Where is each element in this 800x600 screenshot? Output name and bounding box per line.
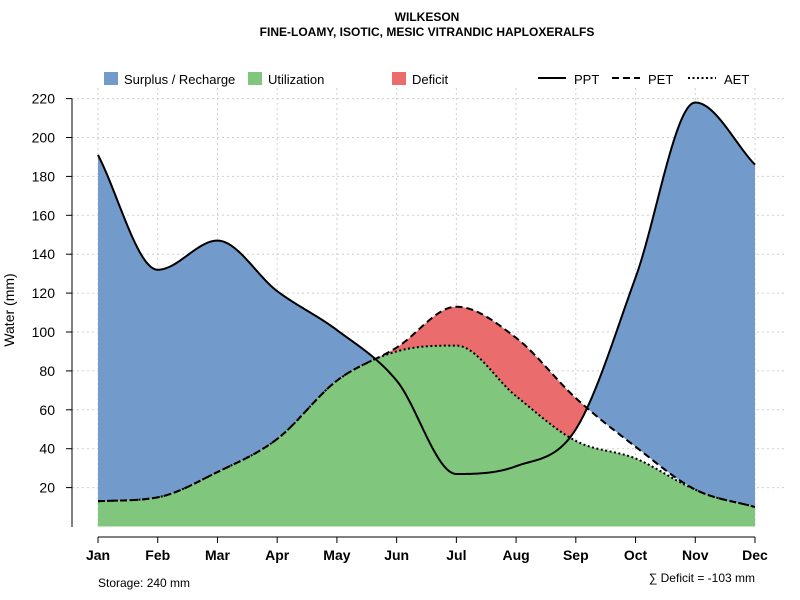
x-tick-label-sep: Sep bbox=[563, 547, 589, 563]
y-tick-label: 160 bbox=[32, 207, 56, 223]
x-tick-label-jul: Jul bbox=[446, 547, 466, 563]
legend-label-surplus-recharge: Surplus / Recharge bbox=[124, 72, 235, 87]
legend: Surplus / Recharge Utilization Deficit PPT P… bbox=[104, 72, 749, 87]
y-tick-label: 220 bbox=[32, 91, 56, 107]
x-tick-label-mar: Mar bbox=[205, 547, 230, 563]
x-tick-label-dec: Dec bbox=[742, 547, 768, 563]
y-tick-label: 80 bbox=[39, 363, 55, 379]
legend-label-utilization: Utilization bbox=[268, 72, 324, 87]
plot-area bbox=[72, 88, 785, 527]
chart-subtitle: FINE-LOAMY, ISOTIC, MESIC VITRANDIC HAPL… bbox=[260, 25, 595, 39]
legend-label-ppt: PPT bbox=[574, 72, 599, 87]
y-tick-label: 40 bbox=[39, 441, 55, 457]
storage-label: Storage: 240 mm bbox=[98, 576, 190, 590]
legend-swatch-surplus-recharge bbox=[104, 72, 118, 85]
y-tick-label: 200 bbox=[32, 130, 56, 146]
axes: 20 40 60 80 100 120 140 160 180 200 220 Jan Feb Mar Ap… bbox=[32, 91, 768, 563]
legend-label-pet: PET bbox=[648, 72, 673, 87]
y-tick-label: 100 bbox=[32, 324, 56, 340]
y-axis-label: Water (mm) bbox=[1, 273, 17, 346]
legend-label-aet: AET bbox=[724, 72, 749, 87]
y-tick-label: 20 bbox=[39, 480, 55, 496]
x-tick-label-may: May bbox=[323, 547, 350, 563]
y-tick-label: 60 bbox=[39, 402, 55, 418]
x-tick-label-oct: Oct bbox=[624, 547, 648, 563]
legend-swatch-utilization bbox=[248, 72, 262, 85]
y-tick-label: 140 bbox=[32, 246, 56, 262]
x-tick-label-apr: Apr bbox=[265, 547, 290, 563]
x-tick-label-jan: Jan bbox=[86, 547, 110, 563]
chart-title: WILKESON bbox=[395, 10, 460, 24]
legend-swatch-deficit bbox=[392, 72, 406, 85]
x-tick-label-nov: Nov bbox=[682, 547, 709, 563]
ppt-line bbox=[97, 101, 756, 475]
series-lines bbox=[97, 101, 756, 509]
x-tick-label-feb: Feb bbox=[145, 547, 170, 563]
x-tick-label-jun: Jun bbox=[384, 547, 409, 563]
legend-label-deficit: Deficit bbox=[412, 72, 449, 87]
y-tick-label: 180 bbox=[32, 168, 56, 184]
y-tick-label: 120 bbox=[32, 285, 56, 301]
deficit-total-label: ∑ Deficit = -103 mm bbox=[649, 571, 755, 585]
aet-line bbox=[97, 344, 756, 509]
surplus-recharge-area bbox=[98, 102, 755, 508]
x-tick-label-aug: Aug bbox=[502, 547, 529, 563]
